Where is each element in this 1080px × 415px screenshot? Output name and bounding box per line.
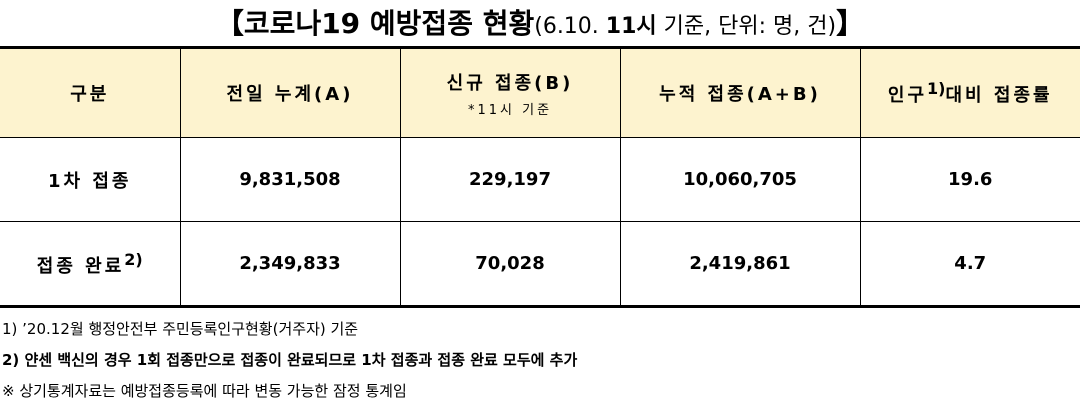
header-cell: 전일 누계(A)	[179, 46, 401, 138]
title-close: 】	[836, 7, 865, 40]
note: 1) ’20.12월 행정안전부 주민등록인구현황(거주자) 기준	[2, 320, 359, 338]
header-cell: 구분	[0, 46, 181, 138]
table: 구분 전일 누계(A) 신규 접종(B) *11시 기준 누적 접종(A+B) 인…	[0, 46, 1080, 308]
cell: 70,028	[399, 221, 621, 308]
row: 1차 접종 9,831,508 229,197 10,060,705 19.6	[0, 137, 1080, 222]
header-cell: 누적 접종(A+B)	[619, 46, 861, 138]
cell-text: 접종 완료	[36, 255, 125, 277]
title-main: 【코로나19 예방접종 현황	[215, 7, 535, 40]
cell: 19.6	[859, 137, 1080, 222]
title-detail: 기준, 단위: 명, 건)	[656, 14, 837, 39]
header-row: 구분 전일 누계(A) 신규 접종(B) *11시 기준 누적 접종(A+B) 인…	[0, 46, 1080, 138]
footnote-ref: 1)	[927, 79, 946, 98]
cell: 229,197	[399, 137, 621, 222]
notes: 1) ’20.12월 행정안전부 주민등록인구현황(거주자) 기준 2) 얀센 …	[0, 314, 1080, 407]
cell: 접종 완료2)	[0, 221, 181, 308]
cell: 2,419,861	[619, 221, 861, 308]
title-detail: (6.10.	[534, 14, 606, 39]
header-text: 신규 접종(B)	[446, 72, 574, 94]
cell: 2,349,833	[179, 221, 401, 308]
note: 2) 얀센 백신의 경우 1회 접종만으로 접종이 완료되므로 1차 접종과 접…	[2, 351, 578, 369]
note: ※ 상기통계자료는 예방접종등록에 따라 변동 가능한 잠정 통계임	[2, 382, 407, 400]
cell: 4.7	[859, 221, 1080, 308]
header-note: *11시 기준	[467, 102, 553, 118]
title-time: 11시	[605, 14, 657, 39]
title: 【코로나19 예방접종 현황(6.10. 11시 기준, 단위: 명, 건)】	[0, 0, 1080, 46]
row: 접종 완료2) 2,349,833 70,028 2,419,861 4.7	[0, 221, 1080, 308]
footnote-ref: 2)	[124, 249, 143, 269]
cell: 10,060,705	[619, 137, 861, 222]
cell: 1차 접종	[0, 137, 181, 222]
header-text: 대비 접종률	[945, 85, 1053, 106]
cell: 9,831,508	[179, 137, 401, 222]
header-cell: 신규 접종(B) *11시 기준	[399, 46, 621, 138]
header-text: 인구	[887, 85, 928, 106]
header-cell: 인구1)대비 접종률	[859, 46, 1080, 138]
